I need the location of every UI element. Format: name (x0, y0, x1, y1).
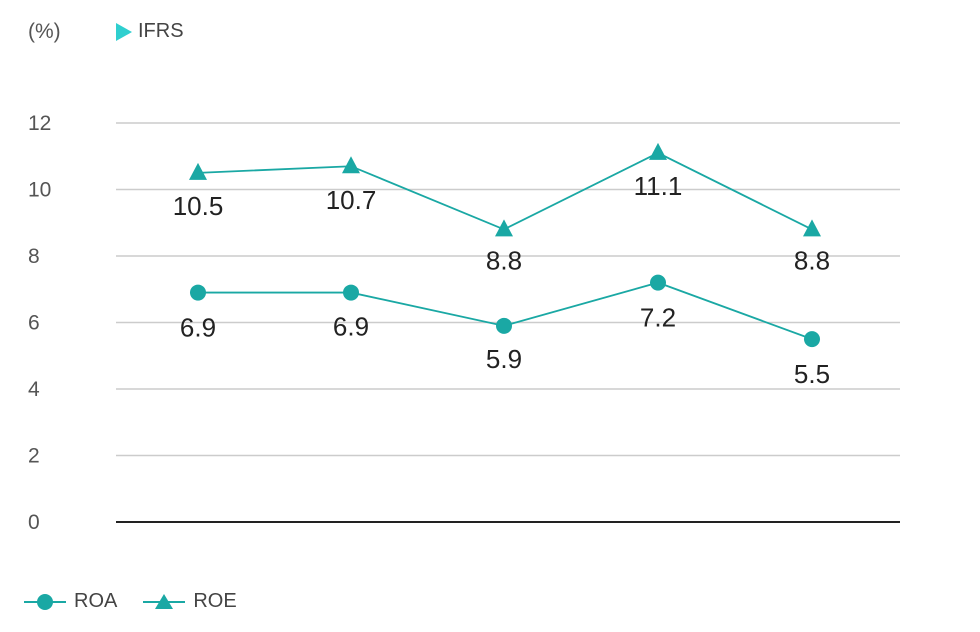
data-label-roa: 5.5 (794, 359, 830, 389)
data-label-roe: 10.7 (326, 185, 377, 215)
y-tick-label: 4 (28, 378, 40, 401)
y-tick-label: 8 (28, 245, 40, 268)
legend-item-roa: ROA (24, 590, 117, 613)
data-point-roe (342, 156, 360, 174)
data-label-roa: 6.9 (333, 312, 369, 342)
data-label-roe: 8.8 (794, 245, 830, 275)
data-label-roa: 5.9 (486, 344, 522, 374)
data-point-roe (189, 162, 207, 180)
data-point-roe (495, 219, 513, 237)
y-tick-label: 12 (28, 112, 51, 135)
ifrs-label: IFRS (138, 20, 184, 42)
data-point-roe (649, 142, 667, 160)
legend-label-roa: ROA (74, 590, 118, 612)
line-chart: 0 2 4 6 8 10 12 6.9 6.9 5.9 7.2 5.5 10.5 10.7 8.8 11.1… (28, 112, 900, 534)
data-label-roa: 6.9 (180, 313, 216, 343)
data-point-roa (804, 331, 820, 348)
data-point-roa (650, 274, 666, 291)
data-point-roe (803, 219, 821, 237)
data-label-roe: 10.5 (173, 191, 224, 221)
data-point-roa (343, 284, 359, 301)
data-label-roe: 11.1 (634, 171, 683, 201)
legend-label-roe: ROE (193, 590, 237, 612)
data-point-roa (496, 317, 512, 334)
y-tick-label: 0 (28, 511, 40, 534)
series-line-roe (197, 151, 813, 231)
y-tick-label: 10 (28, 179, 51, 202)
y-tick-label: 2 (28, 445, 40, 468)
legend-item-roe: ROE (143, 590, 237, 613)
legend: ROA ROE (24, 590, 263, 613)
triangle-marker-icon (143, 593, 186, 609)
y-tick-label: 6 (28, 312, 40, 335)
data-point-roa (190, 284, 206, 301)
data-label-roe: 8.8 (486, 245, 522, 275)
data-label-roa: 7.2 (640, 303, 676, 333)
circle-marker-icon (24, 593, 66, 610)
triangle-right-icon (116, 22, 132, 41)
ifrs-note: IFRS (116, 20, 184, 43)
y-unit-label: (%) (28, 20, 61, 43)
